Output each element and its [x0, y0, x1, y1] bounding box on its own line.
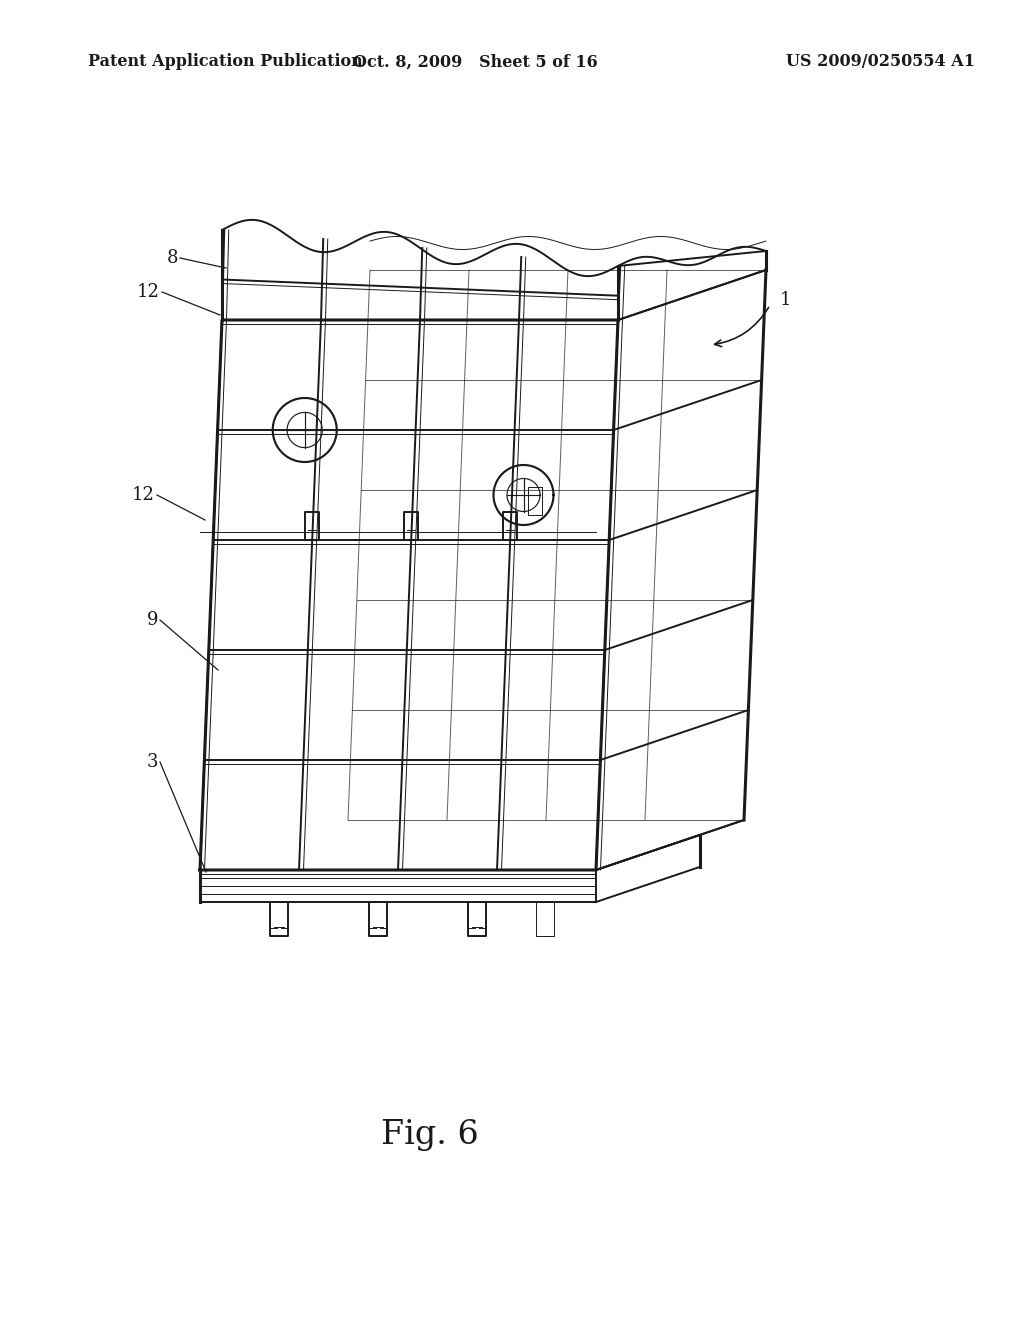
- FancyArrowPatch shape: [715, 308, 769, 347]
- Text: 1: 1: [780, 290, 792, 309]
- Text: Fig. 6: Fig. 6: [381, 1119, 479, 1151]
- Text: 9: 9: [146, 611, 158, 630]
- Text: Oct. 8, 2009   Sheet 5 of 16: Oct. 8, 2009 Sheet 5 of 16: [352, 54, 597, 70]
- Text: 12: 12: [137, 282, 160, 301]
- Text: Patent Application Publication: Patent Application Publication: [88, 54, 362, 70]
- Text: 12: 12: [132, 486, 155, 504]
- Text: 8: 8: [167, 249, 178, 267]
- Text: US 2009/0250554 A1: US 2009/0250554 A1: [785, 54, 975, 70]
- Text: 3: 3: [146, 752, 158, 771]
